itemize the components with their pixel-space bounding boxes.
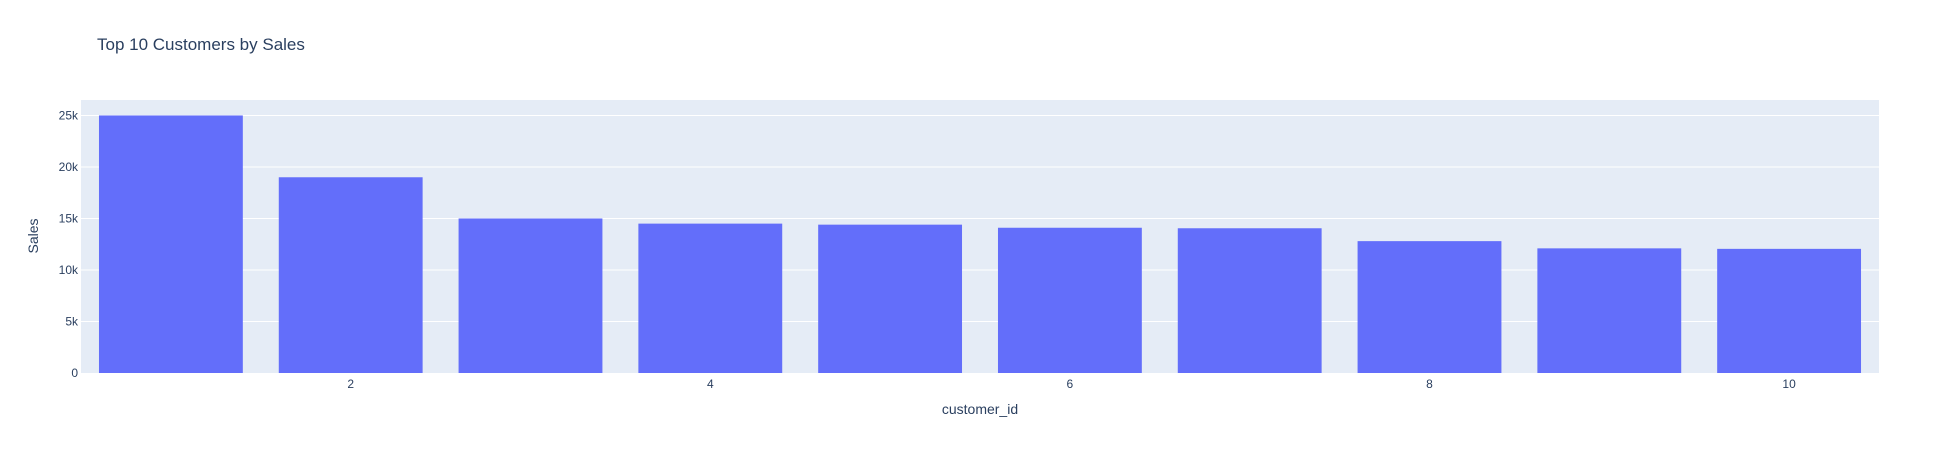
- x-tick-label: 8: [1426, 377, 1433, 391]
- bar-customer-10[interactable]: [1717, 248, 1862, 373]
- bar-customer-5[interactable]: [818, 224, 963, 373]
- bar-customer-8[interactable]: [1357, 241, 1502, 373]
- bar-customer-1[interactable]: [98, 115, 243, 374]
- y-tick-label: 5k: [65, 314, 79, 328]
- bars: [98, 115, 1862, 374]
- bar-customer-6[interactable]: [997, 227, 1142, 373]
- y-tick-label: 20k: [59, 160, 79, 174]
- y-tick-label: 10k: [59, 263, 79, 277]
- y-axis-title: Sales: [25, 218, 41, 253]
- y-tick-label: 0: [71, 366, 78, 380]
- bar-customer-3[interactable]: [458, 218, 603, 373]
- bar-customer-9[interactable]: [1537, 248, 1682, 373]
- x-tick-label: 6: [1067, 377, 1074, 391]
- x-axis-title: customer_id: [942, 401, 1018, 417]
- y-tick-label: 15k: [59, 211, 79, 225]
- x-tick-label: 10: [1782, 377, 1796, 391]
- bar-customer-7[interactable]: [1177, 228, 1322, 373]
- x-tick-label: 4: [707, 377, 714, 391]
- bar-customer-2[interactable]: [278, 177, 423, 373]
- x-axis-ticks: 2 4 6 8 10: [347, 377, 1796, 391]
- y-axis-ticks: 0 5k 10k 15k 20k 25k: [59, 108, 79, 380]
- y-tick-label: 25k: [59, 108, 79, 122]
- x-tick-label: 2: [347, 377, 354, 391]
- chart-title: Top 10 Customers by Sales: [97, 35, 305, 54]
- bar-customer-4[interactable]: [638, 223, 783, 373]
